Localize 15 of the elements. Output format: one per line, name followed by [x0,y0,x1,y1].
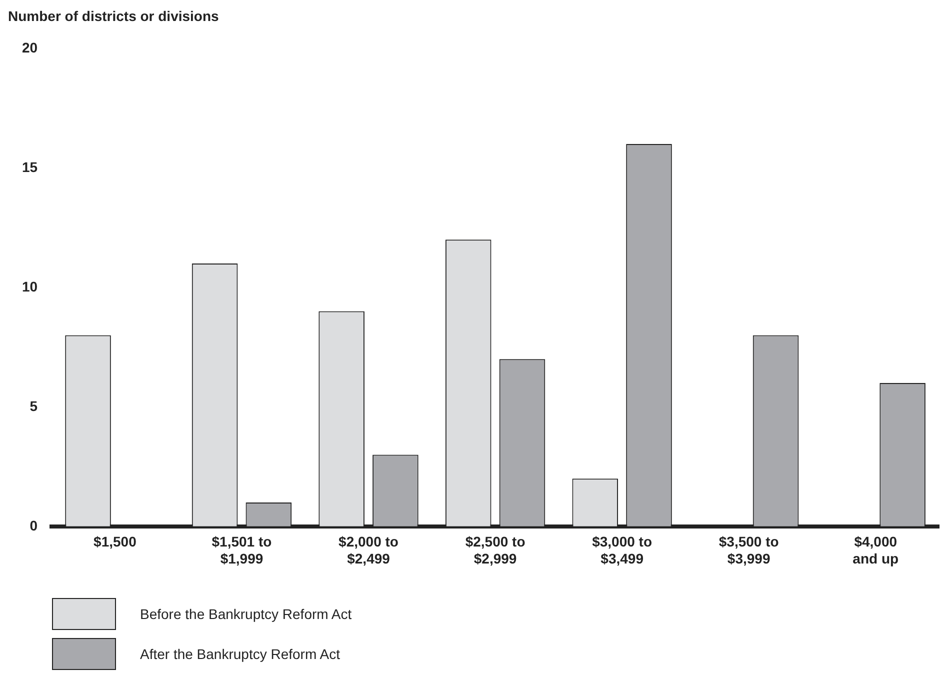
x-tick-label: $2,500 to $2,999 [465,534,526,566]
x-tick-label: $3,000 to $3,499 [592,534,652,566]
y-tick-label: 5 [30,398,38,414]
legend-label: Before the Bankruptcy Reform Act [140,606,352,622]
y-tick-label: 20 [22,39,38,56]
y-tick-label: 15 [22,158,38,175]
y-tick-label: 0 [30,517,38,534]
x-tick-label: $1,501 to $1,999 [212,534,272,566]
x-tick-label: $3,500 to $3,999 [718,534,779,566]
legend-label: After the Bankruptcy Reform Act [140,646,340,662]
y-tick-label: 10 [22,278,38,294]
x-tick-label: $2,000 to $2,499 [338,534,398,566]
x-tick-label: $4,000 and up [852,534,899,566]
x-tick-label: $1,500 [94,534,137,550]
y-axis-title: Number of districts or divisions [8,8,220,24]
